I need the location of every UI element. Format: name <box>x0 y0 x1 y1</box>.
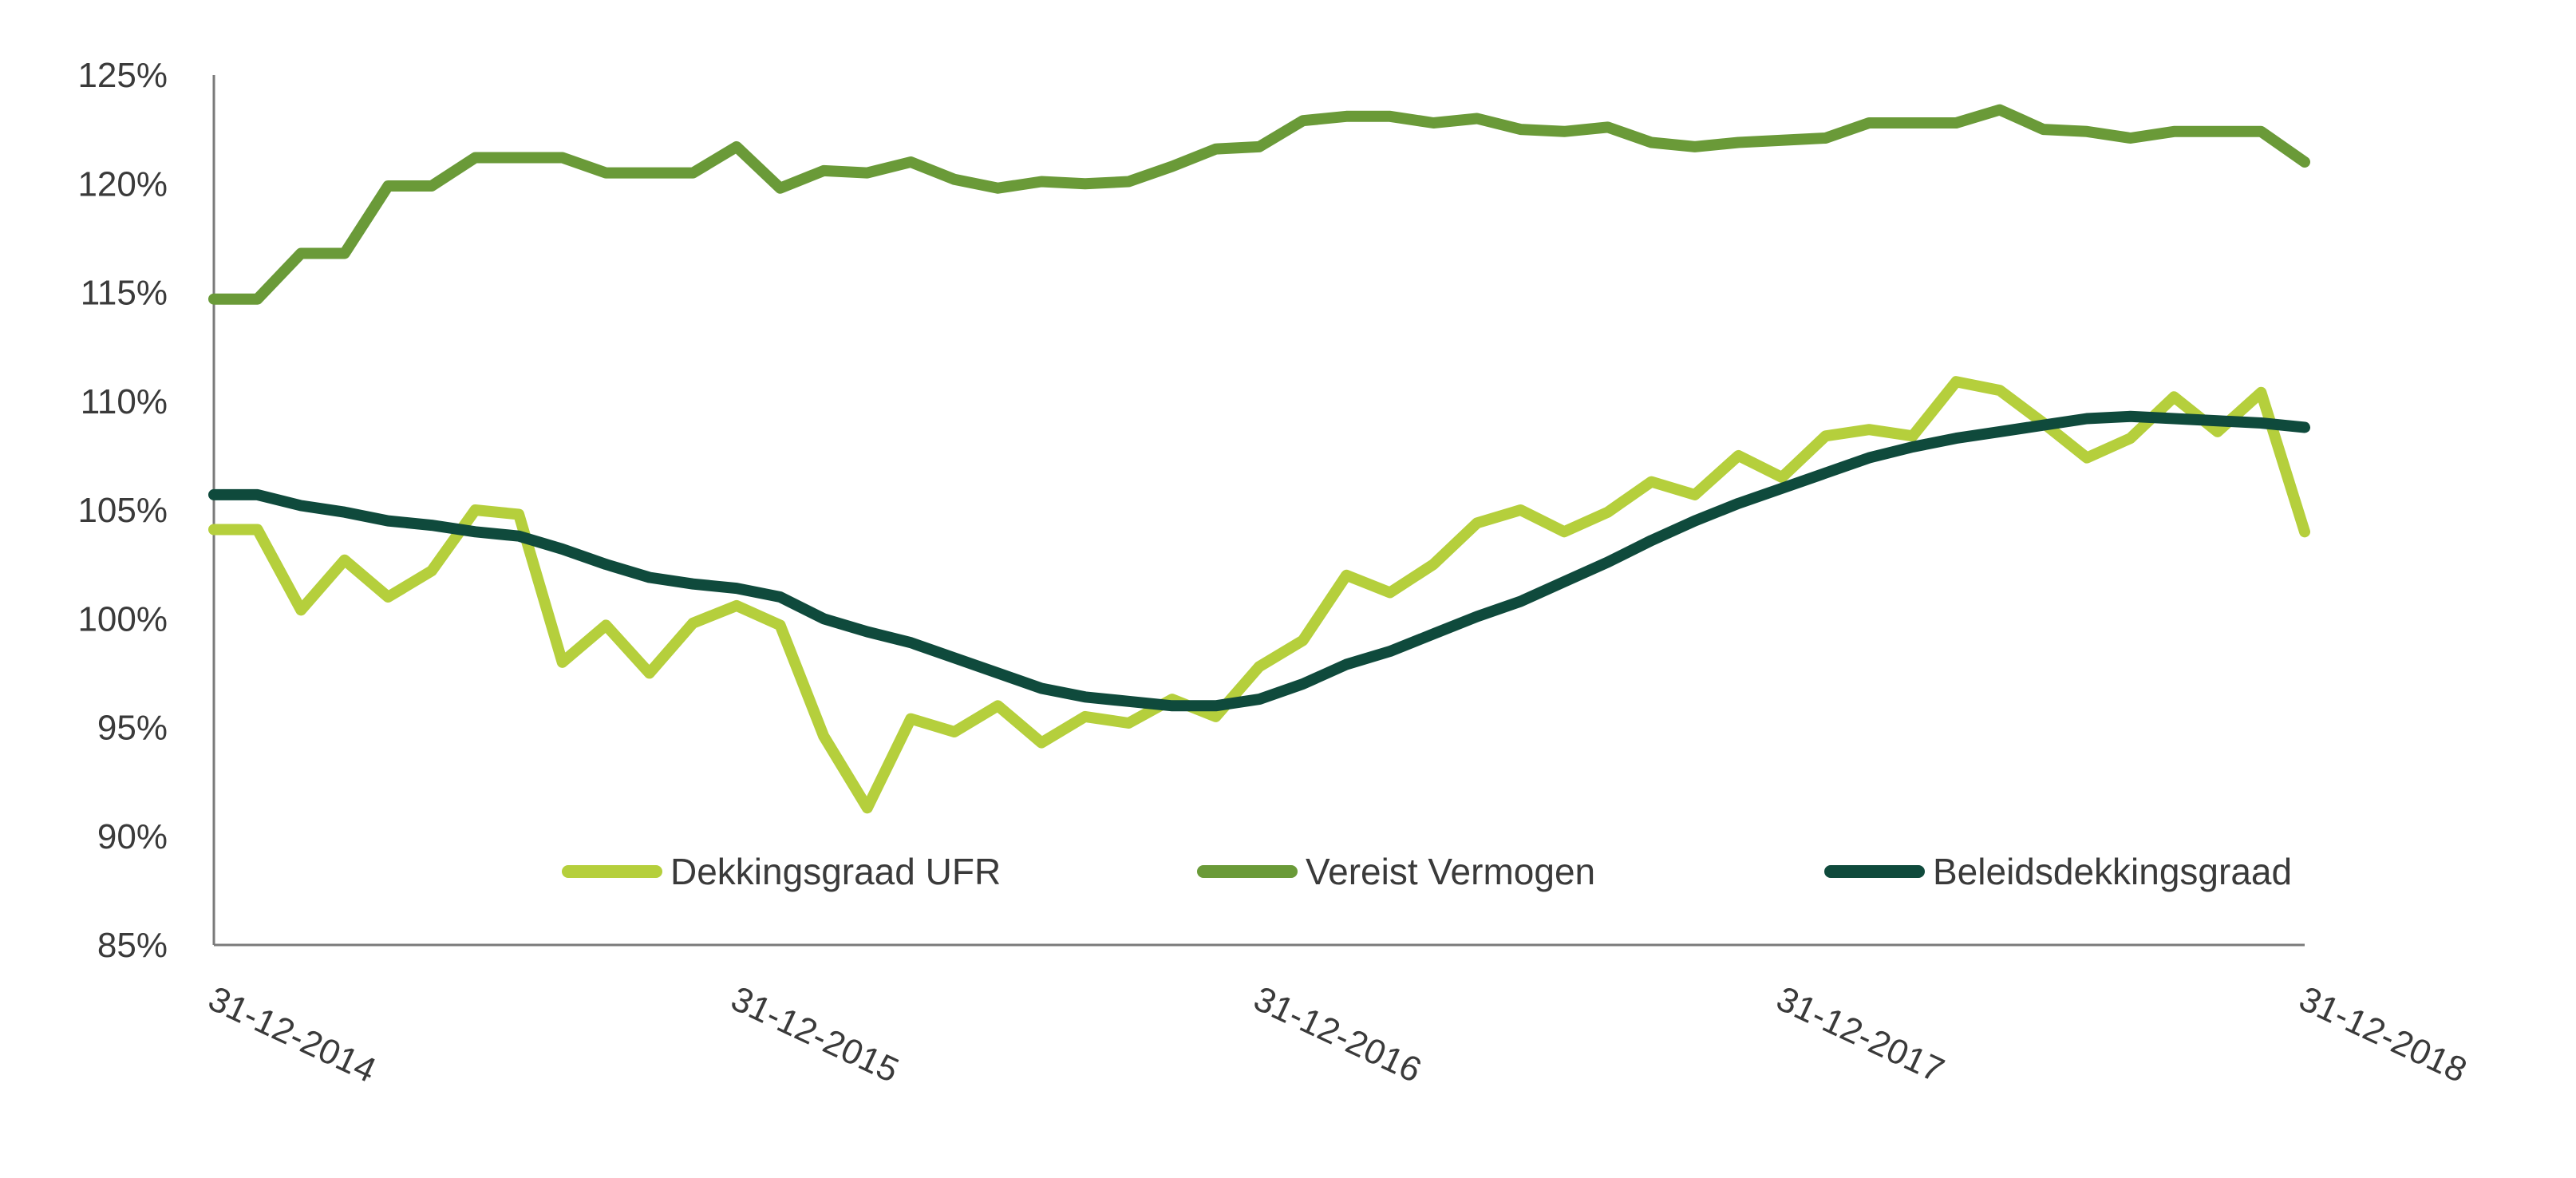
legend-item-dekkingsgraad-ufr[interactable]: Dekkingsgraad UFR <box>562 851 1001 892</box>
y-tick-label: 85% <box>97 926 168 965</box>
series-line-vereist-vermogen <box>208 104 2310 305</box>
legend: Dekkingsgraad UFR Vereist Vermogen Belei… <box>562 851 2292 892</box>
series-line-beleidsdekkingsgraad <box>208 410 2310 712</box>
x-tick-label: 31-12-2015 <box>725 979 905 1091</box>
x-tick-label: 31-12-2014 <box>203 979 382 1091</box>
legend-label-dekkingsgraad-ufr: Dekkingsgraad UFR <box>670 851 1001 892</box>
y-tick-label: 95% <box>97 709 168 748</box>
y-tick-label: 125% <box>77 56 168 95</box>
x-tick-label: 31-12-2017 <box>1771 979 1950 1091</box>
series-lines <box>208 104 2310 814</box>
y-tick-label: 90% <box>97 817 168 856</box>
x-tick-label: 31-12-2016 <box>1248 979 1428 1091</box>
y-tick-label: 105% <box>77 491 168 530</box>
y-tick-label: 120% <box>77 164 168 204</box>
y-tick-label: 115% <box>81 274 168 313</box>
series-line-dekkingsgraad-ufr <box>208 376 2310 814</box>
legend-item-beleidsdekkingsgraad[interactable]: Beleidsdekkingsgraad <box>1824 851 2292 892</box>
x-tick-label: 31-12-2018 <box>2294 979 2473 1091</box>
y-tick-label: 110% <box>81 382 168 421</box>
y-axis: 85% 90% 95% 100% 105% 110% 115% 120% 125% <box>77 56 215 965</box>
x-axis: 31-12-2014 31-12-2015 31-12-2016 31-12-2017… <box>203 943 2473 1091</box>
y-tick-label: 100% <box>77 599 168 638</box>
legend-label-vereist-vermogen: Vereist Vermogen <box>1306 851 1595 892</box>
legend-label-beleidsdekkingsgraad: Beleidsdekkingsgraad <box>1933 851 2292 892</box>
legend-item-vereist-vermogen[interactable]: Vereist Vermogen <box>1197 851 1595 892</box>
